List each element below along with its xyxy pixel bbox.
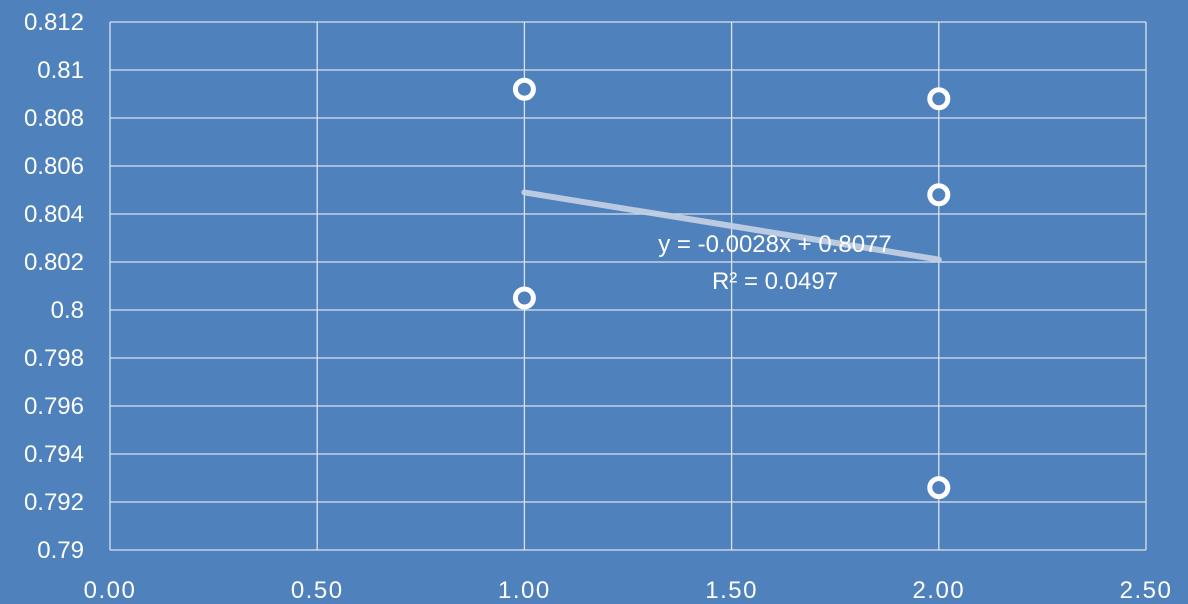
linear-trendline — [521, 189, 942, 263]
x-tick-label: 2.00 — [912, 577, 965, 604]
axis-label-layer: 0.812 0.81 0.808 0.806 0.804 0.802 0.8 0.798 0.7… — [24, 9, 1173, 604]
x-tick-label: 0.00 — [84, 577, 137, 604]
y-tick-label: 0.812 — [24, 9, 84, 36]
data-point — [512, 77, 536, 101]
trendline-r-squared: R² = 0.0497 — [712, 268, 838, 295]
grid-layer — [109, 21, 1147, 551]
y-tick-label: 0.792 — [24, 489, 84, 516]
data-point — [927, 476, 951, 500]
data-point — [927, 183, 951, 207]
data-point — [512, 286, 536, 310]
y-tick-label: 0.798 — [24, 345, 84, 372]
y-tick-label: 0.796 — [24, 393, 84, 420]
y-tick-label: 0.804 — [24, 201, 84, 228]
y-tick-label: 0.802 — [24, 249, 84, 276]
y-tick-label: 0.81 — [37, 57, 84, 84]
trendline-equation: y = -0.0028x + 0.8077 — [658, 231, 892, 258]
annotation-layer: y = -0.0028x + 0.8077 R² = 0.0497 — [658, 231, 892, 295]
x-tick-label: 1.50 — [705, 577, 758, 604]
data-point — [927, 87, 951, 111]
y-tick-label: 0.806 — [24, 153, 84, 180]
x-tick-label: 0.50 — [291, 577, 344, 604]
y-tick-label: 0.79 — [37, 537, 84, 564]
y-tick-label: 0.808 — [24, 105, 84, 132]
data-point-layer — [512, 77, 951, 500]
y-tick-label: 0.8 — [51, 297, 84, 324]
x-tick-label: 1.00 — [498, 577, 551, 604]
trendline-layer — [521, 189, 942, 263]
x-tick-label: 2.50 — [1120, 577, 1173, 604]
y-tick-label: 0.794 — [24, 441, 84, 468]
